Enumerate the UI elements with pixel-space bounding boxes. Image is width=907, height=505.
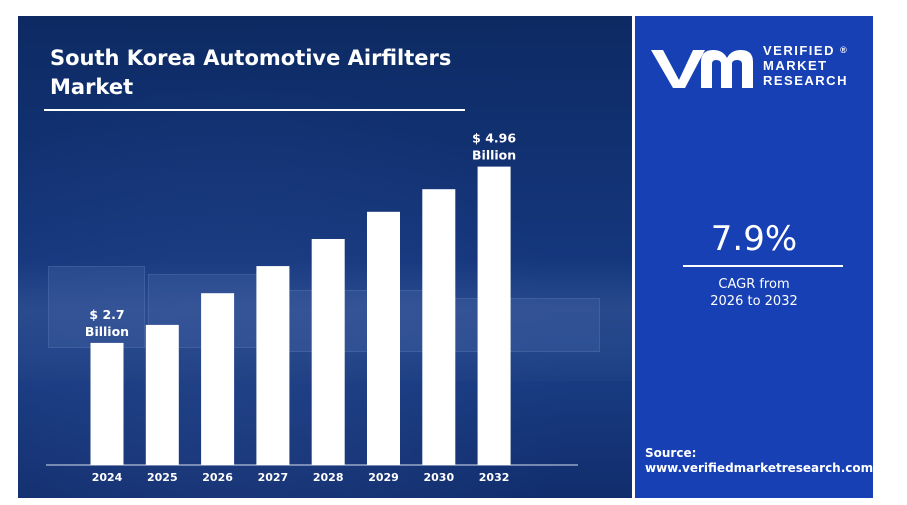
cagr-label-line1: CAGR from: [718, 277, 790, 292]
data-label-2032-line2: Billion: [472, 148, 516, 163]
info-panel: VERIFIED ® MARKET RESEARCH 7.9% CAGR fro…: [632, 16, 873, 498]
bar-2026: [201, 293, 235, 465]
title-divider: [44, 109, 465, 111]
tick-label-2028: 2028: [313, 471, 344, 484]
bar-2032: [477, 166, 511, 465]
bar-2029: [367, 211, 400, 465]
source-note: Source: www.verifiedmarketresearch.com: [645, 446, 873, 476]
chart-panel: South Korea Automotive Airfilters Market…: [18, 16, 632, 498]
bar-2030: [422, 189, 456, 465]
cagr-label: CAGR from 2026 to 2032: [635, 276, 873, 310]
infographic: South Korea Automotive Airfilters Market…: [18, 16, 873, 498]
data-label-2032-line1: $ 4.96: [472, 131, 516, 146]
tick-label-2029: 2029: [368, 471, 399, 484]
data-label-2024-line1: $ 2.7: [89, 307, 124, 322]
background-truck: [283, 290, 435, 352]
tick-label-2030: 2030: [423, 471, 454, 484]
data-label-2024-line2: Billion: [85, 324, 129, 339]
tick-label-2032: 2032: [479, 471, 510, 484]
chart-title: South Korea Automotive Airfilters Market: [50, 46, 452, 99]
bar-2024: [90, 342, 124, 465]
logo-line-verified: VERIFIED ®: [763, 43, 849, 58]
vmr-logo-text: VERIFIED ® MARKET RESEARCH: [763, 43, 848, 88]
cagr-label-line2: 2026 to 2032: [710, 294, 798, 309]
bar-2028: [311, 239, 345, 465]
tick-label-2026: 2026: [202, 471, 233, 484]
source-label: Source:: [645, 446, 697, 460]
background-truck: [48, 266, 145, 348]
vmr-logo-icon: [651, 50, 753, 88]
tick-label-2024: 2024: [92, 471, 123, 484]
source-url: www.verifiedmarketresearch.com: [645, 461, 873, 475]
bar-chart: 2024 2025 2026 2027 2028 2029 2030 2032 $ 2.7 Bil…: [46, 131, 578, 484]
cagr-value: 7.9%: [710, 219, 798, 259]
tick-label-2027: 2027: [258, 471, 289, 484]
bar-2027: [256, 266, 290, 465]
logo-line-market: MARKET: [763, 58, 828, 73]
logo-line-research: RESEARCH: [763, 73, 848, 88]
tick-label-2025: 2025: [147, 471, 178, 484]
bar-2025: [145, 324, 179, 465]
cagr-divider: [683, 265, 843, 267]
